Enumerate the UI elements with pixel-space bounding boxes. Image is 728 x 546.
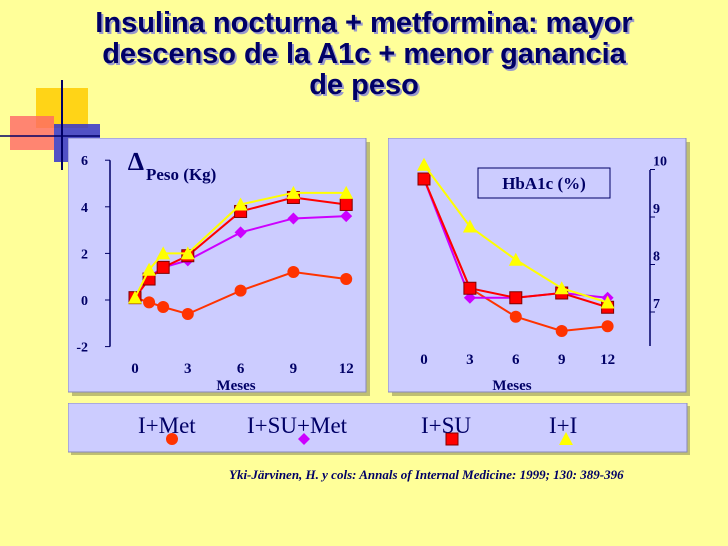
data-point (286, 185, 301, 199)
data-point (555, 325, 568, 337)
data-point (156, 246, 171, 260)
data-point (463, 281, 477, 295)
legend-marker-i-i (559, 432, 573, 445)
data-point (180, 246, 195, 260)
x-tick-label: 6 (512, 352, 520, 368)
y-tick-label: -2 (76, 341, 88, 356)
data-point (417, 172, 431, 186)
y-tick-label: 0 (81, 294, 88, 309)
y-tick-label: 7 (653, 297, 660, 312)
data-point (128, 290, 142, 304)
x-tick-label: 0 (131, 361, 139, 377)
x-tick-label: 3 (466, 352, 474, 368)
legend-marker-i-su (445, 432, 459, 446)
data-point (142, 262, 157, 276)
data-point (339, 197, 353, 211)
data-point (143, 296, 156, 309)
y-tick-label: 4 (81, 201, 88, 216)
data-point (554, 281, 569, 295)
legend (68, 403, 690, 455)
x-tick-label: 9 (290, 361, 298, 377)
y-tick-label: 9 (653, 202, 660, 217)
y-tick-label: 6 (81, 154, 88, 169)
data-point (157, 300, 170, 313)
legend-marker-i-su-met (298, 433, 310, 445)
data-point (417, 157, 431, 171)
x-tick-label: 9 (558, 352, 566, 368)
data-point (233, 197, 248, 211)
series-i-i (417, 157, 615, 309)
slide-title: Insulina nocturna + metformina: mayor de… (0, 8, 728, 101)
legend-label-i-su: I+SU (421, 413, 472, 438)
x-axis-title: Meses (492, 378, 531, 394)
x-axis-title: Meses (216, 378, 255, 394)
x-tick-label: 3 (184, 361, 192, 377)
title-line-3: de peso (309, 69, 419, 101)
x-tick-label: 0 (420, 352, 428, 368)
legend-label-i-i: I+I (549, 413, 578, 438)
data-point (234, 226, 247, 239)
y-tick-label: 10 (653, 155, 667, 170)
y-tick-label: 2 (81, 247, 88, 262)
data-point (509, 310, 522, 323)
legend-marker-i-met (166, 433, 178, 445)
data-point (287, 266, 300, 279)
legend-label-i-su-met: I+SU+Met (247, 413, 348, 438)
data-point (600, 295, 615, 309)
data-point (509, 291, 523, 305)
weight-chart: -2 0 2 4 6 0 3 6 9 12 Meses ∆ Peso (Kg) (68, 138, 370, 396)
title-line-2: descenso de la A1c + menor ganancia (102, 38, 626, 70)
data-point (340, 273, 353, 286)
title-line-1: Insulina nocturna + metformina: mayor (95, 7, 633, 39)
citation: Yki-Järvinen, H. y cols: Annals of Inter… (229, 467, 624, 482)
data-point (181, 307, 194, 320)
series-i-i (128, 185, 354, 304)
y-tick-label: 8 (653, 250, 660, 265)
data-point (601, 320, 614, 333)
data-point (287, 212, 300, 225)
data-point (156, 260, 170, 274)
data-point (508, 252, 523, 266)
data-point (462, 219, 477, 233)
data-point (339, 185, 354, 199)
data-point (234, 284, 247, 297)
legend-label-i-met: I+Met (138, 413, 196, 438)
data-point (340, 210, 353, 223)
delta-symbol: ∆ (128, 147, 144, 176)
chart-title: Peso (Kg) (146, 165, 216, 184)
x-tick-label: 6 (237, 361, 245, 377)
chart-title: HbA1c (%) (502, 174, 586, 193)
x-tick-label: 12 (339, 361, 354, 377)
hba1c-chart: 7 8 9 10 0 3 6 9 12 Meses HbA1c (%) (388, 138, 690, 396)
chart-title-box (477, 167, 611, 199)
x-tick-label: 12 (600, 352, 615, 368)
